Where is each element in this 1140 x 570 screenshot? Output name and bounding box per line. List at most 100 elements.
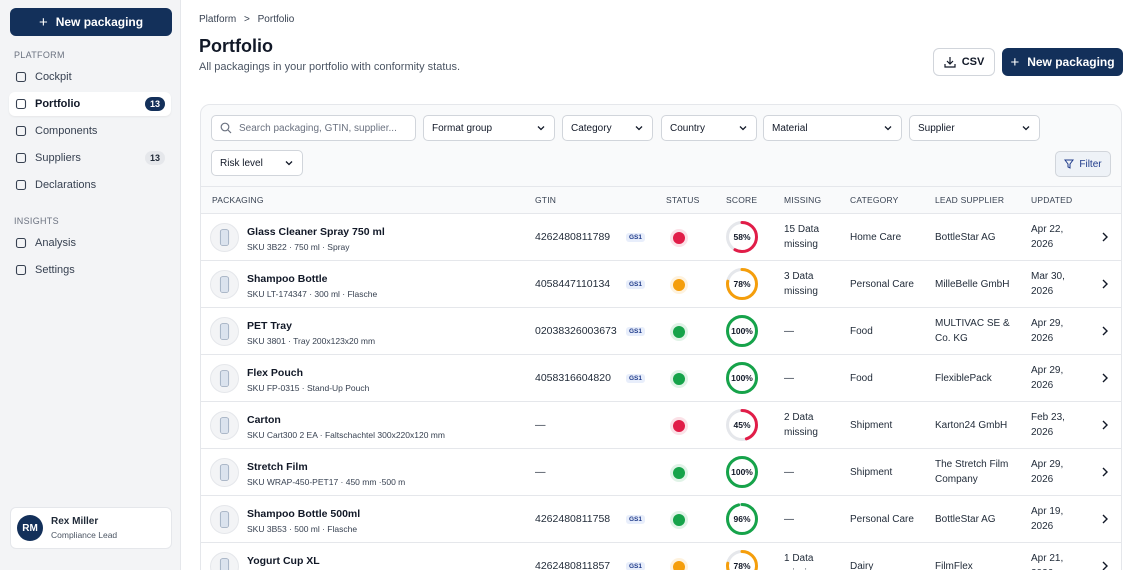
lead-supplier: MilleBelle GmbH: [935, 278, 1010, 290]
filter-dropdown[interactable]: Country: [661, 115, 757, 141]
missing: —: [784, 372, 794, 384]
nav-item[interactable]: Analysis: [9, 231, 171, 255]
user-card[interactable]: RM Rex Miller Compliance Lead: [10, 507, 172, 549]
chevron-path: [739, 126, 747, 131]
nav-item[interactable]: Settings: [9, 258, 171, 282]
lead-supplier: FilmFlex: [935, 560, 973, 570]
row-arrow: [1102, 232, 1108, 242]
table-row[interactable]: Shampoo Bottle SKU LT-174347 · 300 ml · F…: [201, 261, 1121, 308]
score-ring: 78%: [726, 268, 758, 300]
chevron-icon: [884, 126, 892, 131]
table-row[interactable]: Glass Cleaner Spray 750 ml SKU 3B22 · 750…: [201, 214, 1121, 261]
arrow-path: [1102, 373, 1108, 383]
product-name: Flex Pouch: [247, 367, 304, 379]
search-icon: [220, 122, 232, 134]
gtin: 4262480811789: [535, 231, 611, 243]
table-row[interactable]: Carton SKU Cart300 2 EA · Faltschachtel 3…: [201, 402, 1121, 449]
arrow-path: [1102, 514, 1108, 524]
gtin: —: [535, 466, 546, 478]
nav-icon-shape: [15, 125, 27, 137]
column-header: STATUS: [666, 195, 700, 205]
user-info: Rex Miller Compliance Lead: [51, 516, 117, 540]
new-packaging-button[interactable]: + New packaging: [10, 8, 172, 36]
filter-dropdown[interactable]: Risk level: [211, 150, 303, 176]
filter-dropdown[interactable]: Material: [763, 115, 902, 141]
score-ring: 100%: [726, 456, 758, 488]
nav-icon: [15, 179, 27, 191]
nav-label: Components: [35, 125, 98, 137]
button-label: New packaging: [1027, 55, 1115, 69]
nav-icon-shape: [15, 179, 27, 191]
lead-supplier: Karton24 GmbH: [935, 419, 1008, 431]
status-dot: [673, 420, 685, 432]
csv-button[interactable]: CSV: [933, 48, 995, 76]
updated: Apr 29, 2026: [1031, 365, 1064, 391]
arrow-path: [1102, 420, 1108, 430]
gtin: 02038326003673: [535, 325, 617, 337]
nav-item[interactable]: Portfolio 13: [9, 92, 171, 116]
nav-icon: [15, 98, 27, 110]
nav-item[interactable]: Suppliers 13: [9, 146, 171, 170]
category: Home Care: [850, 231, 902, 243]
table-row[interactable]: Yogurt Cup XL 4262480811857 GS1 78% 1 Data m…: [201, 543, 1121, 570]
nav-icon-shape: [15, 71, 27, 83]
thumbnail-shape: [219, 323, 230, 340]
nav-label: Declarations: [35, 179, 97, 191]
thumbnail-shape: [219, 558, 230, 570]
dropdown-label: Country: [670, 122, 706, 134]
score-label: 100%: [731, 326, 753, 336]
table-row[interactable]: Stretch Film SKU WRAP-450-PET17 · 450 mm …: [201, 449, 1121, 496]
category: Shipment: [850, 466, 893, 478]
arrow-path: [1102, 232, 1108, 242]
score-label: 78%: [733, 279, 750, 289]
product-sku: SKU WRAP-450-PET17 · 450 mm ·500 m: [247, 477, 406, 487]
chevron-path: [537, 126, 545, 131]
chevron-path: [285, 161, 293, 166]
table-row[interactable]: Shampoo Bottle 500ml SKU 3B53 · 500 ml · …: [201, 496, 1121, 543]
score-label: 100%: [731, 373, 753, 383]
filter-dropdown[interactable]: Format group: [423, 115, 555, 141]
product-name: Shampoo Bottle: [247, 273, 328, 285]
breadcrumb-item[interactable]: Platform: [199, 14, 237, 25]
status-dot: [673, 326, 685, 338]
thumbnail-shape: [219, 229, 230, 246]
thumbnail-shape: [219, 511, 230, 528]
dropdown-label: Category: [571, 122, 612, 134]
product-name: Shampoo Bottle 500ml: [247, 508, 361, 520]
filter-button[interactable]: Filter: [1055, 151, 1111, 177]
search-input[interactable]: Search packaging, GTIN, supplier...: [211, 115, 416, 141]
score-arc: [726, 362, 758, 394]
product-thumbnail: [210, 270, 239, 299]
score-arc: [726, 503, 758, 535]
gtin: 4058447110134: [535, 278, 611, 290]
table-row[interactable]: Flex Pouch SKU FP-0315 · Stand-Up Pouch 40…: [201, 355, 1121, 402]
new-packaging-button[interactable]: + New packaging: [1002, 48, 1123, 76]
chevron-icon: [1022, 126, 1030, 131]
score-label: 45%: [733, 420, 750, 430]
table-row[interactable]: PET Tray SKU 3801 · Tray 200x123x20 mm 020…: [201, 308, 1121, 355]
nav-icon: [15, 71, 27, 83]
score-ring: 100%: [726, 315, 758, 347]
dropdown-label: Material: [772, 122, 808, 134]
button-label: New packaging: [55, 15, 144, 29]
filter-dropdown[interactable]: Category: [562, 115, 653, 141]
nav-label: Analysis: [35, 237, 76, 249]
product-sku: SKU LT-174347 · 300 ml · Flasche: [247, 289, 378, 299]
nav-item[interactable]: Declarations: [9, 173, 171, 197]
chevron-icon: [635, 126, 643, 131]
nav-icon: [15, 125, 27, 137]
product-thumbnail: [210, 458, 239, 487]
nav-label: Settings: [35, 264, 75, 276]
filter-dropdown[interactable]: Supplier: [909, 115, 1040, 141]
missing: —: [784, 325, 794, 337]
nav-item[interactable]: Components: [9, 119, 171, 143]
nav-item[interactable]: Cockpit: [9, 65, 171, 89]
category: Dairy: [850, 560, 874, 570]
gtin: 4262480811758: [535, 513, 611, 525]
product-sku: SKU Cart300 2 EA · Faltschachtel 300x220…: [247, 430, 445, 440]
missing: 3 Data missing: [784, 271, 818, 297]
product-thumbnail: [210, 552, 239, 570]
category: Food: [850, 325, 873, 337]
score-arc: [726, 456, 758, 488]
